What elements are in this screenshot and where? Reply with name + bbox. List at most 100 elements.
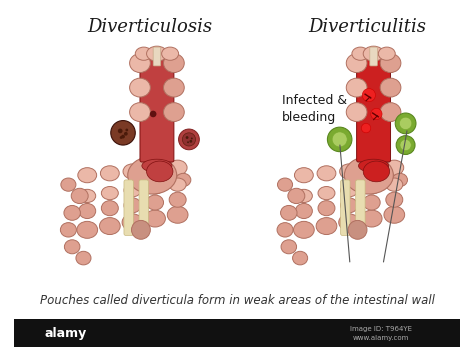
Ellipse shape xyxy=(362,162,381,177)
FancyBboxPatch shape xyxy=(356,52,391,162)
Circle shape xyxy=(362,89,375,102)
Ellipse shape xyxy=(169,192,186,207)
Text: Image ID: T964YE: Image ID: T964YE xyxy=(350,326,412,332)
Circle shape xyxy=(328,127,352,152)
Ellipse shape xyxy=(380,54,401,72)
Ellipse shape xyxy=(122,214,143,231)
Ellipse shape xyxy=(277,223,293,237)
Text: alamy: alamy xyxy=(45,327,87,340)
Ellipse shape xyxy=(380,78,401,97)
Circle shape xyxy=(348,220,367,239)
Ellipse shape xyxy=(363,195,380,210)
Ellipse shape xyxy=(100,217,120,235)
Ellipse shape xyxy=(128,156,177,194)
Ellipse shape xyxy=(392,173,408,186)
Ellipse shape xyxy=(142,159,172,172)
Ellipse shape xyxy=(339,214,359,231)
Ellipse shape xyxy=(123,164,142,179)
Ellipse shape xyxy=(146,162,164,177)
Ellipse shape xyxy=(345,156,393,194)
Circle shape xyxy=(400,140,411,151)
Ellipse shape xyxy=(76,251,91,265)
Ellipse shape xyxy=(124,198,141,213)
Ellipse shape xyxy=(60,223,76,237)
Ellipse shape xyxy=(294,168,313,183)
Ellipse shape xyxy=(295,189,312,202)
Ellipse shape xyxy=(281,240,297,254)
FancyBboxPatch shape xyxy=(124,180,133,236)
Ellipse shape xyxy=(71,188,88,203)
Circle shape xyxy=(191,137,193,140)
Circle shape xyxy=(361,124,371,133)
Circle shape xyxy=(395,113,416,134)
Ellipse shape xyxy=(135,47,152,60)
Ellipse shape xyxy=(168,160,187,175)
Ellipse shape xyxy=(352,47,369,60)
Ellipse shape xyxy=(101,201,118,216)
Ellipse shape xyxy=(61,178,76,191)
Ellipse shape xyxy=(318,201,335,216)
Ellipse shape xyxy=(292,251,308,265)
Circle shape xyxy=(124,132,128,136)
Ellipse shape xyxy=(318,186,335,200)
Ellipse shape xyxy=(293,221,314,238)
Ellipse shape xyxy=(146,161,173,182)
FancyBboxPatch shape xyxy=(139,180,148,236)
Circle shape xyxy=(121,135,125,139)
Circle shape xyxy=(186,136,189,139)
Ellipse shape xyxy=(281,206,297,220)
Circle shape xyxy=(179,129,200,150)
Circle shape xyxy=(190,140,192,143)
Ellipse shape xyxy=(277,178,292,191)
Ellipse shape xyxy=(340,164,358,179)
Ellipse shape xyxy=(288,188,305,203)
Text: Diverticulitis: Diverticulitis xyxy=(308,18,426,36)
Ellipse shape xyxy=(64,206,81,220)
Circle shape xyxy=(396,136,415,155)
Ellipse shape xyxy=(169,178,186,191)
Text: www.alamy.com: www.alamy.com xyxy=(353,335,410,341)
Ellipse shape xyxy=(316,217,337,235)
Circle shape xyxy=(187,141,189,143)
Text: Diverticulosis: Diverticulosis xyxy=(88,18,213,36)
Ellipse shape xyxy=(317,166,336,181)
Ellipse shape xyxy=(363,181,380,194)
Circle shape xyxy=(400,117,412,130)
Ellipse shape xyxy=(124,184,141,197)
Ellipse shape xyxy=(77,221,98,238)
Circle shape xyxy=(111,121,135,145)
Ellipse shape xyxy=(363,161,390,182)
Ellipse shape xyxy=(380,103,401,121)
Ellipse shape xyxy=(385,160,404,175)
Ellipse shape xyxy=(129,54,150,72)
Ellipse shape xyxy=(78,168,97,183)
Ellipse shape xyxy=(363,46,384,61)
Ellipse shape xyxy=(386,192,403,207)
Text: Pouches called diverticula form in weak areas of the intestinal wall: Pouches called diverticula form in weak … xyxy=(39,294,435,307)
Ellipse shape xyxy=(146,181,164,194)
Ellipse shape xyxy=(101,186,118,200)
Circle shape xyxy=(182,133,196,146)
Circle shape xyxy=(332,132,347,147)
Ellipse shape xyxy=(164,54,184,72)
Ellipse shape xyxy=(358,159,389,172)
Ellipse shape xyxy=(341,184,357,197)
Text: Infected &
bleeding: Infected & bleeding xyxy=(282,94,347,124)
Ellipse shape xyxy=(79,203,96,218)
Circle shape xyxy=(371,108,382,120)
Ellipse shape xyxy=(346,54,367,72)
Ellipse shape xyxy=(176,173,191,186)
Ellipse shape xyxy=(145,210,165,227)
Ellipse shape xyxy=(100,166,119,181)
Ellipse shape xyxy=(64,240,80,254)
Ellipse shape xyxy=(386,178,403,191)
Ellipse shape xyxy=(295,203,312,218)
Ellipse shape xyxy=(167,206,188,223)
FancyBboxPatch shape xyxy=(356,180,365,236)
Ellipse shape xyxy=(129,103,150,121)
Ellipse shape xyxy=(346,103,367,121)
Ellipse shape xyxy=(164,103,184,121)
Ellipse shape xyxy=(346,78,367,97)
Ellipse shape xyxy=(341,198,357,213)
Circle shape xyxy=(150,111,156,117)
